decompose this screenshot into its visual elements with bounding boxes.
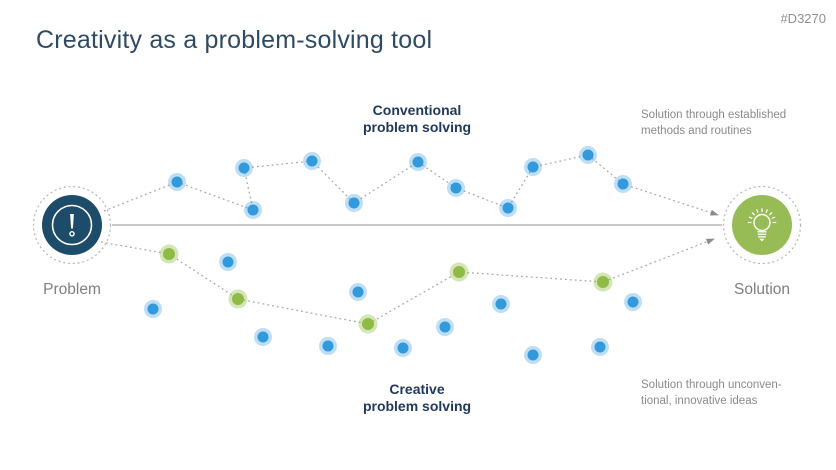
creative-dot [453, 266, 465, 278]
scatter-dot [222, 256, 234, 268]
scatter-dot [527, 349, 539, 361]
conventional-path-label-line1: Conventional [372, 102, 462, 118]
creative-path-label-line2: problem solving [362, 397, 472, 414]
conventional-dot [412, 156, 424, 168]
creative-path [100, 238, 715, 325]
exclamation-icon [51, 204, 93, 246]
problem-node [32, 185, 112, 265]
scatter-dot [439, 321, 451, 333]
creative-dot [597, 276, 609, 288]
conventional-annotation-line2: methods and routines [641, 124, 752, 137]
conventional-path-arrowhead-icon [709, 209, 719, 216]
solution-node-circle [732, 195, 792, 255]
creative-dot [362, 318, 374, 330]
conventional-dot [171, 176, 183, 188]
conventional-dot [247, 204, 259, 216]
slide-id: #D3270 [780, 11, 826, 26]
scatter-dot [322, 340, 334, 352]
scatter-dot [397, 342, 409, 354]
scatter-dot [147, 303, 159, 315]
scatter-dot [594, 341, 606, 353]
page-title: Creativity as a problem-solving tool [36, 26, 433, 54]
solution-node [722, 185, 802, 265]
scatter-dot [352, 286, 364, 298]
conventional-dot [582, 149, 594, 161]
conventional-dot [527, 161, 539, 173]
creative-dot [232, 293, 244, 305]
scatter-dot [495, 298, 507, 310]
solution-node-dotted-ring [722, 185, 802, 265]
scatter-dot [257, 331, 269, 343]
conventional-dot [502, 202, 514, 214]
conventional-annotation-line1: Solution through established [641, 109, 787, 121]
conventional-annotation: Solution through established methods and… [641, 108, 786, 139]
scatter-dot [627, 296, 639, 308]
conventional-dot [306, 155, 318, 167]
lightbulb-icon [747, 208, 777, 242]
creative-annotation: Solution through unconven- tional, innov… [641, 378, 782, 409]
problem-node-dotted-ring [32, 185, 112, 265]
creative-dot [163, 248, 175, 260]
creative-annotation-line1: Solution through unconven- [641, 379, 782, 391]
conventional-path-label: Conventional problem solving [363, 102, 471, 135]
creative-path-label-line1: Creative [389, 381, 445, 397]
solution-label: Solution [733, 281, 791, 298]
creative-annotation-line2: tional, innovative ideas [641, 394, 758, 407]
creative-path-label: Creative problem solving [363, 381, 471, 414]
conventional-dot [450, 182, 462, 194]
problem-label: Problem [43, 281, 101, 298]
conventional-dot [348, 197, 360, 209]
creative-path-arrowhead-icon [705, 238, 715, 245]
conventional-dot [617, 178, 629, 190]
conventional-dot [238, 162, 250, 174]
conventional-path-label-line2: problem solving [362, 118, 472, 135]
